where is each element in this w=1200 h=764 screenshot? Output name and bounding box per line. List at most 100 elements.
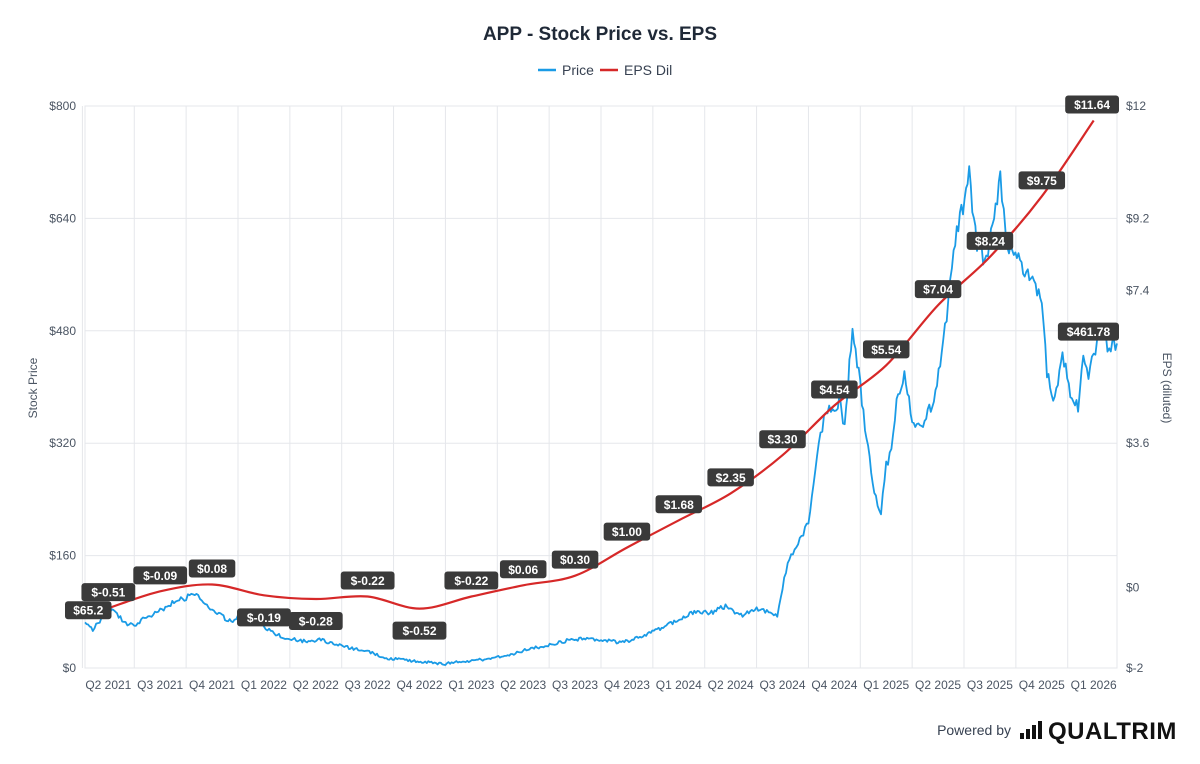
x-tick-label: Q2 2021 xyxy=(85,678,131,692)
data-label-text: $2.35 xyxy=(716,471,746,485)
data-label-bg xyxy=(759,430,806,449)
eps-data-label[interactable]: $4.54 xyxy=(811,380,858,399)
x-tick-label: Q1 2025 xyxy=(863,678,909,692)
right-tick-label: $12 xyxy=(1126,99,1146,113)
x-tick-label: Q1 2023 xyxy=(448,678,494,692)
eps-data-label[interactable]: $-0.22 xyxy=(444,571,499,590)
eps-data-label[interactable]: $-0.52 xyxy=(392,621,447,640)
data-label-text: $461.78 xyxy=(1067,325,1111,339)
right-axis-ticks: $-2 $0 $3.6 $7.4 $9.2 $12 xyxy=(1126,99,1150,675)
eps-data-label[interactable]: $-0.22 xyxy=(340,571,395,590)
data-label-bg xyxy=(65,601,112,620)
eps-data-label[interactable]: $-0.28 xyxy=(288,611,343,630)
grid xyxy=(81,105,1118,669)
data-label-text: $11.64 xyxy=(1074,98,1110,112)
data-label-text: $9.75 xyxy=(1027,174,1057,188)
left-tick-label: $640 xyxy=(49,211,76,225)
eps-data-label[interactable]: $3.30 xyxy=(759,430,806,449)
data-label-text: $4.54 xyxy=(819,383,849,397)
x-tick-label: Q3 2022 xyxy=(345,678,391,692)
eps-data-label[interactable]: $9.75 xyxy=(1018,171,1066,190)
data-label-bg xyxy=(603,522,651,541)
price-data-label[interactable]: $461.78 xyxy=(1057,322,1119,341)
logo-bar xyxy=(1038,721,1042,739)
left-tick-label: $480 xyxy=(49,324,76,338)
left-tick-label: $320 xyxy=(49,436,76,450)
eps-data-label[interactable]: $1.00 xyxy=(603,522,651,541)
data-label-bg xyxy=(133,566,188,585)
data-label-bg xyxy=(81,583,136,602)
x-tick-label: Q3 2021 xyxy=(137,678,183,692)
left-tick-label: $0 xyxy=(63,661,77,675)
chart-title: APP - Stock Price vs. EPS xyxy=(483,24,717,45)
logo-bar xyxy=(1026,729,1030,739)
data-label-text: $0.06 xyxy=(508,563,538,577)
data-label-bg xyxy=(655,495,703,514)
eps-data-label[interactable]: $-0.51 xyxy=(81,583,136,602)
x-tick-label: Q4 2021 xyxy=(189,678,235,692)
data-label-bg xyxy=(499,560,547,579)
right-tick-label: $7.4 xyxy=(1126,284,1150,298)
x-tick-label: Q2 2025 xyxy=(915,678,961,692)
x-tick-label: Q1 2026 xyxy=(1071,678,1117,692)
x-tick-label: Q3 2025 xyxy=(967,678,1013,692)
legend-item-eps[interactable]: EPS Dil xyxy=(600,62,672,78)
legend-label-eps: EPS Dil xyxy=(624,62,672,78)
data-label-text: $-0.09 xyxy=(143,569,177,583)
data-label-bg xyxy=(1065,95,1119,114)
data-label-bg xyxy=(966,231,1014,250)
left-tick-label: $160 xyxy=(49,549,76,563)
eps-data-label[interactable]: $8.24 xyxy=(966,231,1014,250)
eps-data-label[interactable]: $7.04 xyxy=(914,280,962,299)
data-label-text: $1.68 xyxy=(664,498,694,512)
eps-series-line[interactable] xyxy=(107,119,1095,610)
data-label-bg xyxy=(237,608,291,627)
x-tick-label: Q4 2025 xyxy=(1019,678,1065,692)
eps-data-label[interactable]: $0.06 xyxy=(499,560,547,579)
x-tick-label: Q4 2023 xyxy=(604,678,650,692)
x-tick-label: Q2 2024 xyxy=(708,678,754,692)
data-label-text: $-0.51 xyxy=(91,586,125,600)
data-label-text: $3.30 xyxy=(767,433,797,447)
right-tick-label: $-2 xyxy=(1126,661,1144,675)
data-label-bg xyxy=(551,550,599,569)
data-label-text: $-0.22 xyxy=(351,574,385,588)
left-axis-ticks: $0 $160 $320 $480 $640 $800 xyxy=(49,99,76,675)
data-label-bg xyxy=(444,571,499,590)
data-label-bg xyxy=(707,468,754,487)
data-label-bg xyxy=(914,280,962,299)
left-axis-title: Stock Price xyxy=(26,357,40,418)
eps-data-label[interactable]: $1.68 xyxy=(655,495,703,514)
data-label-text: $7.04 xyxy=(923,283,953,297)
data-label-text: $-0.19 xyxy=(247,611,281,625)
price-data-label[interactable]: $65.2 xyxy=(65,601,112,620)
x-axis-ticks: Q2 2021 Q3 2021 Q4 2021 Q1 2022 Q2 2022 Q3 20… xyxy=(85,678,1117,692)
data-labels: $-0.51 $-0.09 $0.08 $-0.19 $-0.28 $-0.22 $-0.5… xyxy=(65,95,1119,640)
x-tick-label: Q2 2022 xyxy=(293,678,339,692)
eps-data-label[interactable]: $-0.19 xyxy=(237,608,291,627)
legend: Price EPS Dil xyxy=(538,62,672,78)
data-label-text: $-0.52 xyxy=(402,624,436,638)
x-tick-label: Q3 2024 xyxy=(759,678,805,692)
data-label-text: $0.30 xyxy=(560,553,590,567)
left-tick-label: $800 xyxy=(49,99,76,113)
eps-data-label[interactable]: $5.54 xyxy=(862,340,910,359)
logo-bar xyxy=(1020,733,1024,739)
data-label-text: $65.2 xyxy=(73,604,103,618)
eps-data-label[interactable]: $0.30 xyxy=(551,550,599,569)
eps-data-label[interactable]: $0.08 xyxy=(188,559,236,578)
qualtrim-logo-icon[interactable]: QUALTRIM xyxy=(1020,718,1177,745)
right-tick-label: $9.2 xyxy=(1126,211,1150,225)
legend-label-price: Price xyxy=(562,62,594,78)
right-tick-label: $3.6 xyxy=(1126,436,1150,450)
eps-data-label[interactable]: $2.35 xyxy=(707,468,754,487)
data-label-bg xyxy=(1057,322,1119,341)
eps-data-label[interactable]: $11.64 xyxy=(1065,95,1119,114)
legend-item-price[interactable]: Price xyxy=(538,62,594,78)
data-label-text: $1.00 xyxy=(612,525,642,539)
x-tick-label: Q3 2023 xyxy=(552,678,598,692)
eps-data-label[interactable]: $-0.09 xyxy=(133,566,188,585)
price-series-line[interactable] xyxy=(84,165,1118,666)
footer: Powered by QUALTRIM xyxy=(937,718,1177,745)
